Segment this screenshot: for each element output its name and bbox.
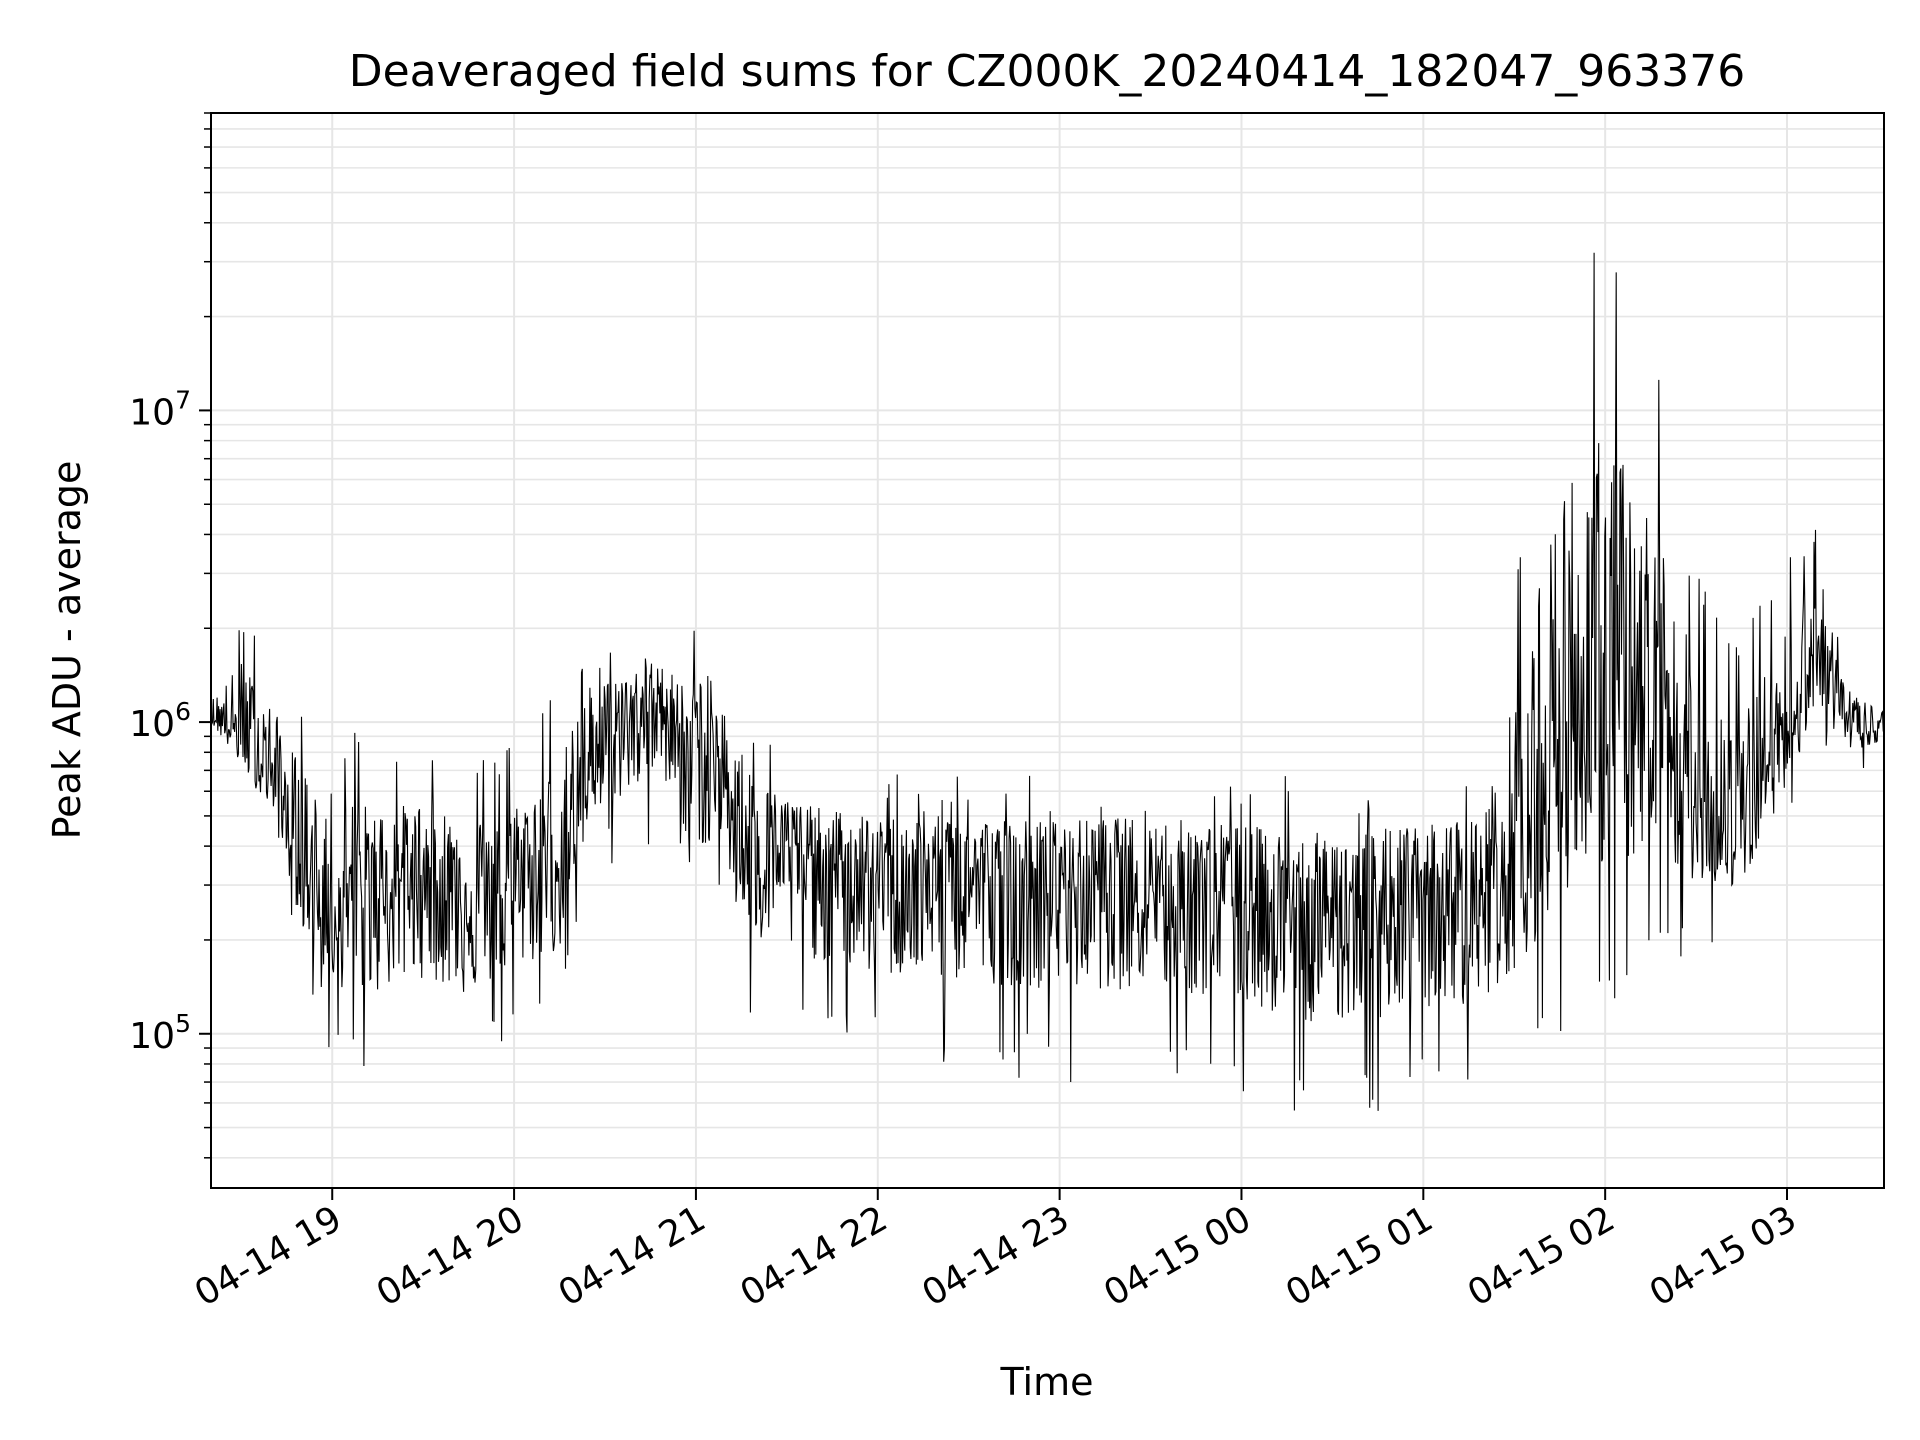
- y-tick-label: 105: [129, 1009, 191, 1057]
- y-tick-label: 107: [129, 385, 191, 433]
- series-line: [211, 252, 1884, 1111]
- y-axis: 105 106 107: [129, 112, 211, 1159]
- plot-frame: [210, 112, 1885, 1189]
- y-axis-label: Peak ADU - average: [45, 461, 89, 840]
- y-tick-label: 106: [129, 697, 191, 745]
- grid: [211, 112, 1884, 1188]
- plot-area: [211, 252, 1884, 1111]
- chart-title: Deaveraged field sums for CZ000K_2024041…: [349, 46, 1746, 97]
- x-axis-label: Time: [1000, 1360, 1094, 1404]
